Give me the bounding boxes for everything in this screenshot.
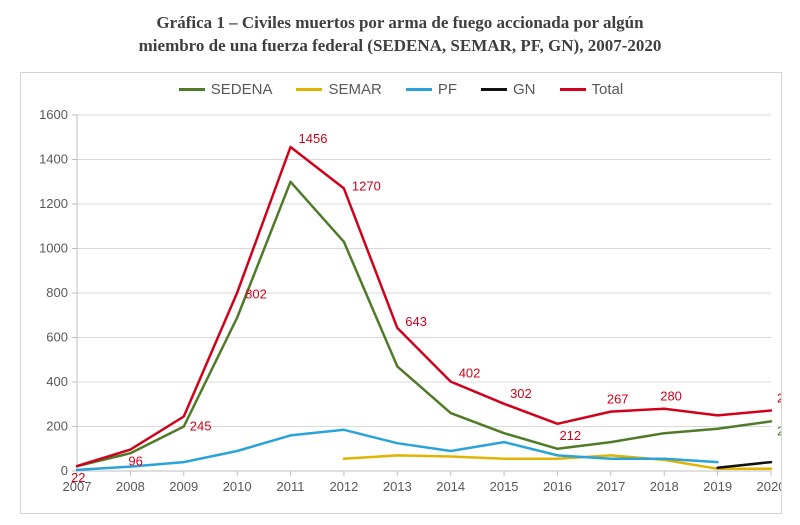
y-tick-label: 0 [61, 463, 68, 478]
data-label: 643 [405, 314, 427, 329]
x-tick-label: 2008 [116, 479, 145, 494]
data-label: 302 [510, 386, 532, 401]
data-label: 280 [660, 389, 682, 404]
title-line-2: miembro de una fuerza federal (SEDENA, S… [139, 36, 662, 55]
data-label: 267 [607, 391, 629, 406]
x-tick-label: 2015 [490, 479, 519, 494]
data-label: 245 [190, 418, 212, 433]
data-label: 212 [559, 428, 581, 443]
series-total [77, 147, 771, 466]
chart-title: Gráfica 1 – Civiles muertos por arma de … [20, 12, 780, 58]
x-tick-label: 2016 [543, 479, 572, 494]
data-label: 22 [71, 470, 85, 485]
x-tick-label: 2018 [650, 479, 679, 494]
y-tick-label: 1000 [39, 240, 68, 255]
x-tick-label: 2009 [169, 479, 198, 494]
x-tick-label: 2017 [596, 479, 625, 494]
series-pf [77, 430, 718, 470]
x-tick-label: 2010 [223, 479, 252, 494]
x-tick-label: 2011 [277, 479, 305, 494]
x-tick-label: 2013 [383, 479, 412, 494]
data-label: 1456 [299, 131, 328, 146]
data-label: 802 [245, 286, 267, 301]
x-tick-label: 2019 [703, 479, 732, 494]
data-label: 272 [777, 390, 781, 405]
data-label: 223 [777, 423, 781, 438]
y-tick-label: 400 [46, 374, 68, 389]
y-tick-label: 600 [46, 329, 68, 344]
x-tick-label: 2014 [436, 479, 465, 494]
series-gn [718, 462, 771, 468]
y-tick-label: 1400 [39, 151, 68, 166]
title-line-1: Gráfica 1 – Civiles muertos por arma de … [156, 13, 643, 32]
data-label: 402 [459, 365, 481, 380]
data-label: 96 [128, 454, 142, 469]
x-tick-label: 2020 [757, 479, 781, 494]
y-tick-label: 800 [46, 285, 68, 300]
chart-container: SEDENASEMARPFGNTotal 0200400600800100012… [20, 72, 782, 514]
x-tick-label: 2012 [329, 479, 358, 494]
y-tick-label: 1200 [39, 196, 68, 211]
line-chart: 0200400600800100012001400160020072008200… [21, 73, 781, 513]
data-label: 1270 [352, 178, 381, 193]
y-tick-label: 200 [46, 418, 68, 433]
y-tick-label: 1600 [39, 107, 68, 122]
